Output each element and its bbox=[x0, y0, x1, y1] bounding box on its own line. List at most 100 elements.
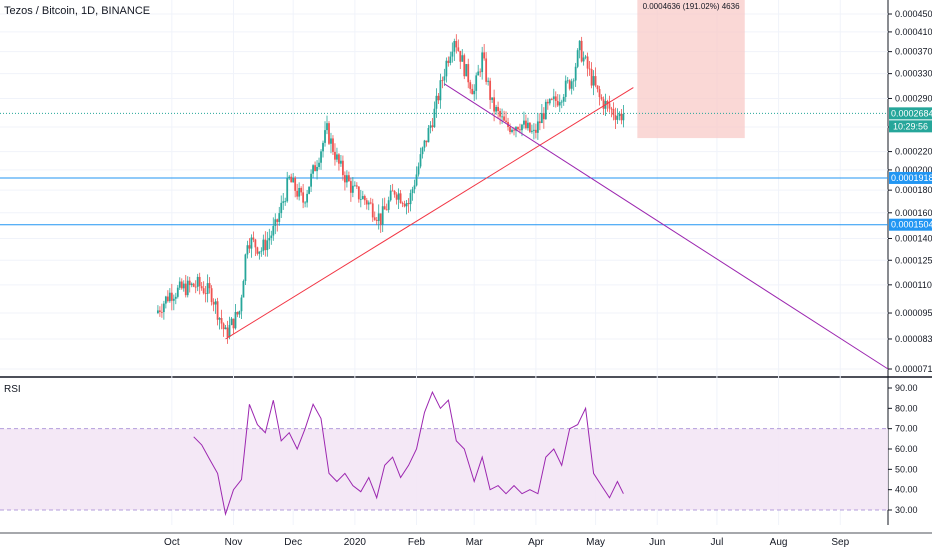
candle-body bbox=[515, 127, 517, 131]
candle-body bbox=[525, 120, 527, 129]
candle-body bbox=[322, 142, 324, 152]
candle-body bbox=[184, 283, 187, 296]
candle-body bbox=[586, 56, 589, 69]
candle-body bbox=[284, 201, 287, 203]
candle-body bbox=[421, 147, 424, 155]
candle-body bbox=[477, 71, 480, 76]
candle-body bbox=[256, 247, 259, 254]
candle-body bbox=[594, 76, 597, 86]
candle-body bbox=[204, 293, 207, 295]
candle-body bbox=[330, 138, 332, 144]
candle-body bbox=[389, 190, 392, 201]
candle-body bbox=[580, 40, 583, 62]
measurement-label: 0.0004636 (191.02%) 4636 bbox=[643, 2, 741, 11]
candle-body bbox=[598, 89, 601, 98]
candle-body bbox=[212, 302, 215, 305]
candle-body bbox=[359, 199, 362, 200]
candle-body bbox=[314, 165, 316, 172]
candle-body bbox=[457, 47, 460, 51]
candle-body bbox=[403, 203, 406, 207]
candle-body bbox=[377, 213, 380, 221]
candle-body bbox=[178, 281, 181, 288]
rsi-tick-label: 60.00 bbox=[895, 444, 918, 454]
candle-body bbox=[505, 120, 507, 123]
candle-body bbox=[612, 108, 615, 116]
candle-body bbox=[228, 324, 231, 338]
candle-body bbox=[357, 186, 360, 200]
candle-body bbox=[546, 101, 549, 104]
candle-body bbox=[270, 235, 273, 238]
countdown-badge bbox=[889, 120, 932, 133]
candle-body bbox=[274, 219, 277, 226]
candle-body bbox=[168, 292, 171, 302]
candle-body bbox=[210, 288, 213, 303]
candle-body bbox=[614, 115, 617, 120]
candle-body bbox=[473, 90, 476, 95]
candle-body bbox=[166, 296, 169, 302]
candle-body bbox=[411, 189, 414, 194]
candle-body bbox=[531, 130, 533, 132]
candle-body bbox=[202, 288, 205, 294]
candle-body bbox=[252, 237, 255, 240]
candle-body bbox=[491, 97, 494, 100]
candle-body bbox=[367, 202, 370, 205]
candle-body bbox=[342, 160, 344, 176]
candle-body bbox=[534, 129, 537, 133]
candle-body bbox=[431, 125, 434, 128]
candle-body bbox=[240, 297, 243, 312]
candle-body bbox=[499, 111, 501, 117]
candle-body bbox=[548, 99, 551, 104]
candle-body bbox=[278, 213, 281, 222]
candle-body bbox=[373, 217, 376, 220]
x-tick-label: Sep bbox=[831, 537, 849, 548]
candle-body bbox=[489, 80, 492, 100]
candle-body bbox=[310, 173, 312, 187]
x-tick-label: 2020 bbox=[344, 537, 367, 548]
candle-body bbox=[385, 209, 388, 211]
candle-body bbox=[188, 280, 191, 286]
candle-body bbox=[517, 127, 519, 130]
support-trendline bbox=[225, 87, 634, 340]
candle-body bbox=[176, 287, 179, 297]
candle-body bbox=[574, 66, 577, 81]
rsi-tick-label: 90.00 bbox=[895, 383, 918, 393]
candle-body bbox=[320, 151, 322, 163]
candles bbox=[157, 34, 625, 344]
candle-body bbox=[532, 129, 535, 131]
candle-body bbox=[485, 58, 488, 82]
candle-body bbox=[451, 51, 454, 57]
candle-body bbox=[443, 76, 446, 81]
candle-body bbox=[622, 113, 625, 121]
candle-body bbox=[433, 108, 436, 128]
x-tick-label: Jun bbox=[649, 537, 665, 548]
candle-body bbox=[584, 56, 587, 58]
candle-body bbox=[495, 106, 497, 112]
candle-body bbox=[336, 154, 338, 160]
candle-body bbox=[381, 206, 384, 225]
candle-body bbox=[326, 123, 328, 131]
candle-body bbox=[218, 318, 221, 320]
candle-body bbox=[264, 239, 267, 251]
candle-body bbox=[395, 194, 398, 200]
candle-body bbox=[592, 76, 595, 86]
candle-body bbox=[220, 318, 223, 324]
candle-body bbox=[483, 52, 486, 59]
candle-body bbox=[276, 219, 279, 222]
candle-body bbox=[427, 128, 430, 143]
candle-body bbox=[222, 323, 225, 330]
x-tick-label: Jul bbox=[711, 537, 724, 548]
candle-body bbox=[397, 193, 400, 200]
candle-body bbox=[596, 85, 599, 90]
candle-body bbox=[413, 185, 416, 190]
candle-body bbox=[568, 80, 571, 89]
candle-body bbox=[519, 129, 521, 131]
candle-body bbox=[463, 55, 466, 77]
candle-body bbox=[445, 60, 448, 77]
candle-body bbox=[455, 41, 458, 48]
